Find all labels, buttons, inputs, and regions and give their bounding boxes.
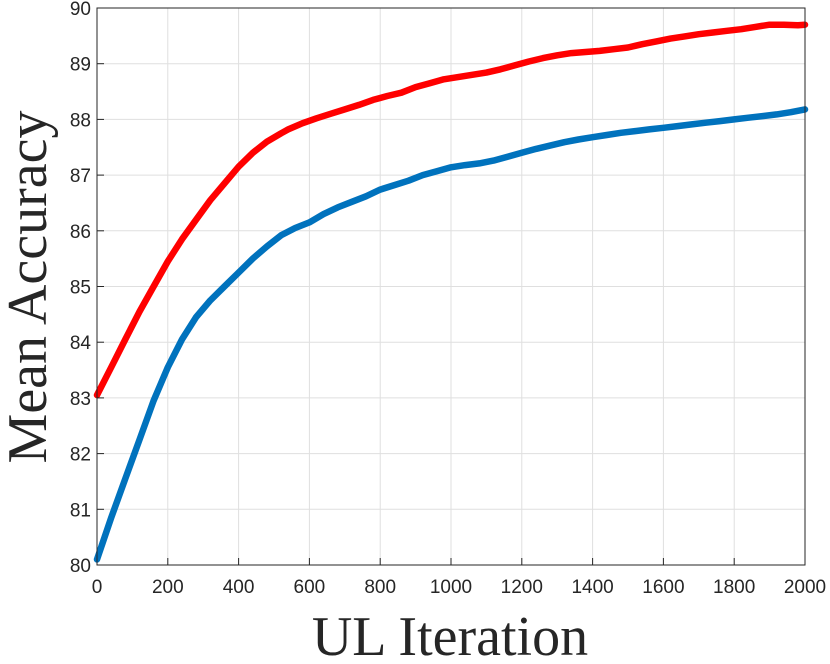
x-tick-label: 400 [223, 577, 255, 598]
x-axis-title: UL Iteration [312, 606, 588, 664]
x-tick-label: 0 [92, 577, 103, 598]
y-tick-label: 83 [70, 389, 91, 410]
y-tick-label: 87 [70, 166, 91, 187]
y-tick-label: 84 [70, 333, 92, 354]
y-tick-label: 90 [70, 0, 91, 20]
series-line-1 [93, 21, 809, 399]
x-tick-label: 1400 [571, 577, 613, 598]
x-tick-label: 2000 [784, 577, 826, 598]
series-line-2 [93, 106, 809, 563]
x-tick-label: 600 [294, 577, 326, 598]
x-tick-label: 1200 [501, 577, 543, 598]
y-tick-label: 89 [70, 55, 91, 76]
x-tick-label: 1000 [430, 577, 472, 598]
tick-layer: 0 200 400 600 800 1000 1200 1400 1600 1800 2000 80 8… [70, 0, 826, 598]
x-tick-label: 200 [152, 577, 184, 598]
grid [96, 7, 806, 566]
x-tick-label: 800 [364, 577, 396, 598]
y-tick-label: 81 [70, 500, 91, 521]
x-tick-label: 1600 [642, 577, 684, 598]
y-tick-label: 86 [70, 222, 91, 243]
y-tick-label: 80 [70, 556, 91, 577]
y-tick-label: 82 [70, 445, 91, 466]
y-tick-label: 88 [70, 110, 91, 131]
y-tick-label: 85 [70, 278, 91, 299]
x-tick-label: 1800 [713, 577, 755, 598]
series-layer [93, 21, 809, 563]
y-axis-title: Mean Accuracy [0, 111, 59, 464]
